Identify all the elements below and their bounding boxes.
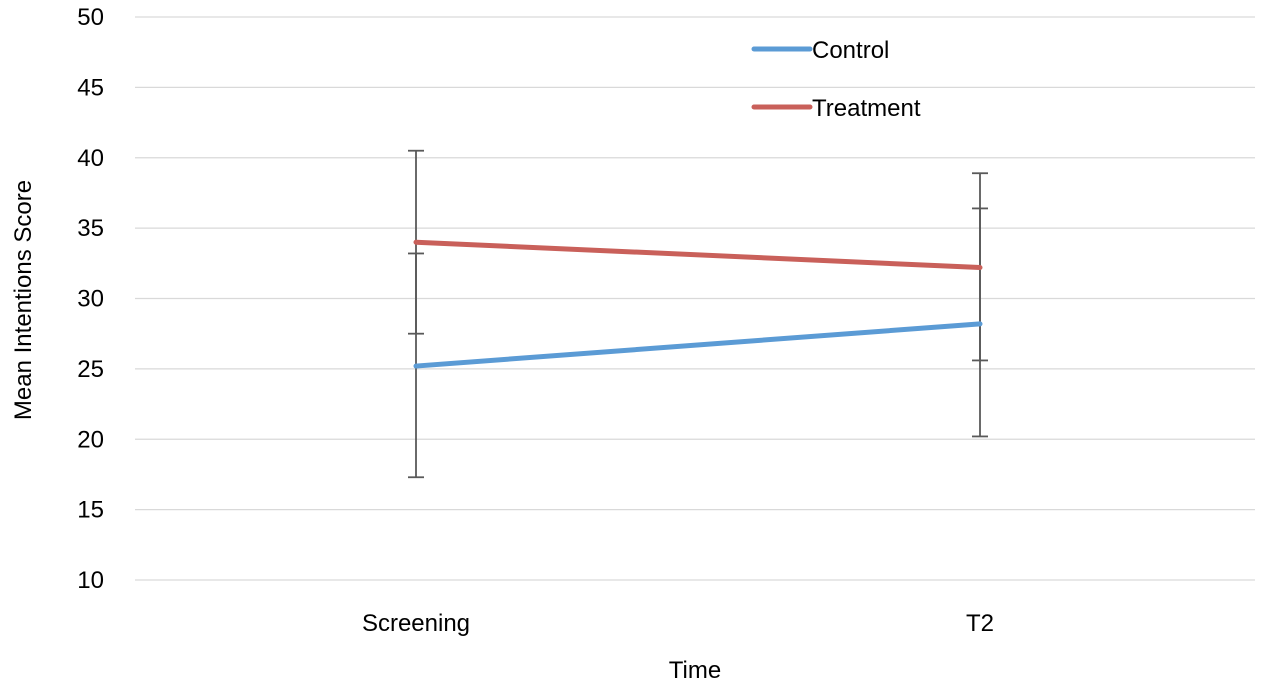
x-axis-title: Time (669, 657, 721, 684)
y-tick-label-25: 25 (77, 356, 104, 383)
gridlines (135, 16, 1255, 581)
y-axis-ticks: 10 15 20 25 30 35 40 45 50 (77, 4, 104, 594)
y-tick-label-45: 45 (77, 74, 104, 101)
y-tick-label-20: 20 (77, 426, 104, 453)
x-tick-label-t2: T2 (966, 610, 994, 637)
y-axis-title: Mean Intentions Score (10, 180, 37, 420)
y-tick-label-15: 15 (77, 497, 104, 524)
legend-label-control: Control (812, 37, 889, 64)
y-tick-label-10: 10 (77, 567, 104, 594)
legend: Control Treatment (751, 37, 921, 122)
y-tick-label-40: 40 (77, 145, 104, 172)
y-tick-label-30: 30 (77, 286, 104, 313)
legend-label-treatment: Treatment (812, 95, 921, 122)
error-bars (408, 149, 988, 479)
series-line-treatment (413, 239, 983, 271)
series-lines (413, 239, 983, 369)
x-tick-label-screening: Screening (362, 610, 470, 637)
series-line-control (413, 321, 983, 369)
x-axis-ticks: Screening T2 (362, 610, 994, 637)
y-tick-label-50: 50 (77, 4, 104, 31)
y-tick-label-35: 35 (77, 215, 104, 242)
